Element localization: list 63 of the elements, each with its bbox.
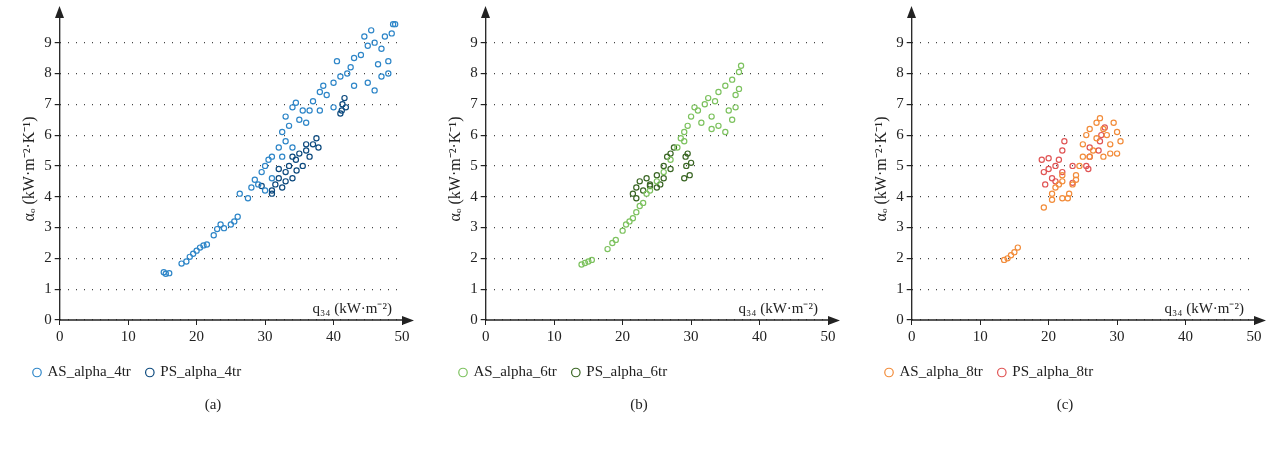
y-tick-label: 8 <box>470 64 478 81</box>
legend-label: PS_alpha_8tr <box>1012 363 1094 380</box>
y-tick-label: 5 <box>44 156 52 173</box>
y-tick-label: 0 <box>896 310 904 327</box>
legend-label: AS_alpha_8tr <box>899 363 983 380</box>
y-tick-label: 6 <box>44 126 53 143</box>
x-tick-label: 0 <box>907 327 916 344</box>
x-tick-label: 30 <box>1109 327 1125 344</box>
y-tick-label: 5 <box>470 156 478 173</box>
x-tick-label: 50 <box>1246 327 1262 344</box>
text: (b) <box>629 396 649 413</box>
x-tick-label: 30 <box>257 327 273 344</box>
x-tick-label: 10 <box>972 327 988 344</box>
y-tick-label: 7 <box>44 95 53 112</box>
y-tick-label: 9 <box>44 33 52 50</box>
x-tick-label: 50 <box>394 327 410 344</box>
x-tick-label: 40 <box>752 327 768 344</box>
legend-label: AS_alpha_6tr <box>473 363 557 380</box>
x-tick-label: 30 <box>683 327 699 344</box>
y-tick-label: 3 <box>470 218 478 235</box>
text: (a) <box>203 396 223 413</box>
y-tick-label: 1 <box>470 280 478 297</box>
y-tick-label: 3 <box>896 218 904 235</box>
y-tick-label: 9 <box>896 33 904 50</box>
y-tick-label: 0 <box>470 310 478 327</box>
y-tick-label: 7 <box>470 95 479 112</box>
x-tick-label: 20 <box>1041 327 1057 344</box>
x-axis-title: q₃₄ (kW·m⁻²) <box>738 300 818 318</box>
y-axis-title: αₒ (kW·m⁻²·K⁻¹) <box>445 116 464 222</box>
legend-label: AS_alpha_4tr <box>47 363 131 380</box>
y-tick-label: 2 <box>44 249 52 266</box>
y-tick-label: 8 <box>896 64 904 81</box>
y-tick-label: 3 <box>44 218 52 235</box>
y-tick-label: 6 <box>896 126 905 143</box>
x-tick-label: 10 <box>546 327 562 344</box>
y-tick-label: 4 <box>44 187 53 204</box>
x-axis-title: q₃₄ (kW·m⁻²) <box>312 300 392 318</box>
y-tick-label: 2 <box>470 249 478 266</box>
y-tick-label: 9 <box>470 33 478 50</box>
y-tick-label: 4 <box>470 187 479 204</box>
x-tick-label: 20 <box>615 327 631 344</box>
y-tick-label: 8 <box>44 64 52 81</box>
y-tick-label: 1 <box>44 280 52 297</box>
y-tick-label: 2 <box>896 249 904 266</box>
x-tick-label: 50 <box>820 327 836 344</box>
x-tick-label: 40 <box>1178 327 1194 344</box>
legend-label: PS_alpha_6tr <box>586 363 668 380</box>
x-tick-label: 10 <box>120 327 136 344</box>
y-tick-label: 1 <box>896 280 904 297</box>
y-tick-label: 7 <box>896 95 905 112</box>
x-tick-label: 20 <box>189 327 205 344</box>
x-tick-label: 40 <box>326 327 342 344</box>
y-axis-title: αₒ (kW·m⁻²·K⁻¹) <box>871 116 890 222</box>
y-tick-label: 0 <box>44 310 52 327</box>
x-tick-label: 0 <box>55 327 64 344</box>
legend-label: PS_alpha_4tr <box>160 363 242 380</box>
y-tick-label: 5 <box>896 156 904 173</box>
y-axis-title: αₒ (kW·m⁻²·K⁻¹) <box>19 116 38 222</box>
text: (c) <box>1055 396 1075 413</box>
x-tick-label: 0 <box>481 327 490 344</box>
y-tick-label: 6 <box>470 126 479 143</box>
y-tick-label: 4 <box>896 187 905 204</box>
x-axis-title: q₃₄ (kW·m⁻²) <box>1164 300 1244 318</box>
